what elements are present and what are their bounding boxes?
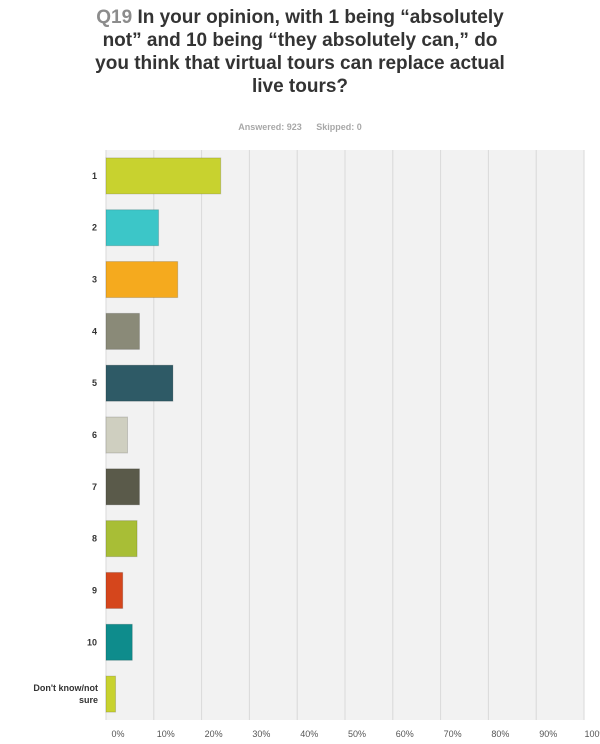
- bar: [105, 675, 117, 713]
- category-label: 2: [92, 223, 97, 233]
- category-label: 5: [92, 378, 97, 388]
- x-tick-label: 90%: [539, 729, 557, 739]
- category-label: 7: [92, 482, 97, 492]
- x-tick-label: 80%: [491, 729, 509, 739]
- bar: [105, 312, 140, 350]
- category-label: 9: [92, 585, 97, 595]
- bar: [105, 261, 179, 299]
- x-tick-label: 100%: [584, 729, 600, 739]
- answered-count: Answered: 923: [238, 122, 302, 132]
- category-label: 4: [92, 326, 97, 336]
- skipped-count: Skipped: 0: [316, 122, 362, 132]
- x-tick-label: 40%: [300, 729, 318, 739]
- question-title: Q19 In your opinion, with 1 being “absol…: [85, 6, 515, 98]
- x-tick-label: 70%: [444, 729, 462, 739]
- bar: [105, 623, 133, 661]
- x-tick-label: 30%: [252, 729, 270, 739]
- bar: [105, 209, 160, 247]
- bar: [105, 468, 140, 506]
- category-label: 10: [87, 637, 97, 647]
- bar: [105, 416, 129, 454]
- x-tick-label: 50%: [348, 729, 366, 739]
- bar: [105, 364, 174, 402]
- category-label: 1: [92, 171, 97, 181]
- question-header: Q19 In your opinion, with 1 being “absol…: [0, 6, 600, 98]
- response-stats: Answered: 923 Skipped: 0: [0, 122, 600, 132]
- x-tick-label: 0%: [111, 729, 124, 739]
- question-number: Q19: [96, 7, 133, 28]
- category-label: 3: [92, 275, 97, 285]
- x-tick-label: 60%: [396, 729, 414, 739]
- bar: [105, 520, 138, 558]
- bar: [105, 157, 222, 195]
- category-label: 8: [92, 534, 97, 544]
- question-text: In your opinion, with 1 being “absolutel…: [95, 7, 505, 97]
- x-tick-label: 20%: [205, 729, 223, 739]
- bar: [105, 571, 124, 609]
- x-tick-label: 10%: [157, 729, 175, 739]
- category-label: 6: [92, 430, 97, 440]
- category-label: Don't know/not sure: [33, 683, 98, 705]
